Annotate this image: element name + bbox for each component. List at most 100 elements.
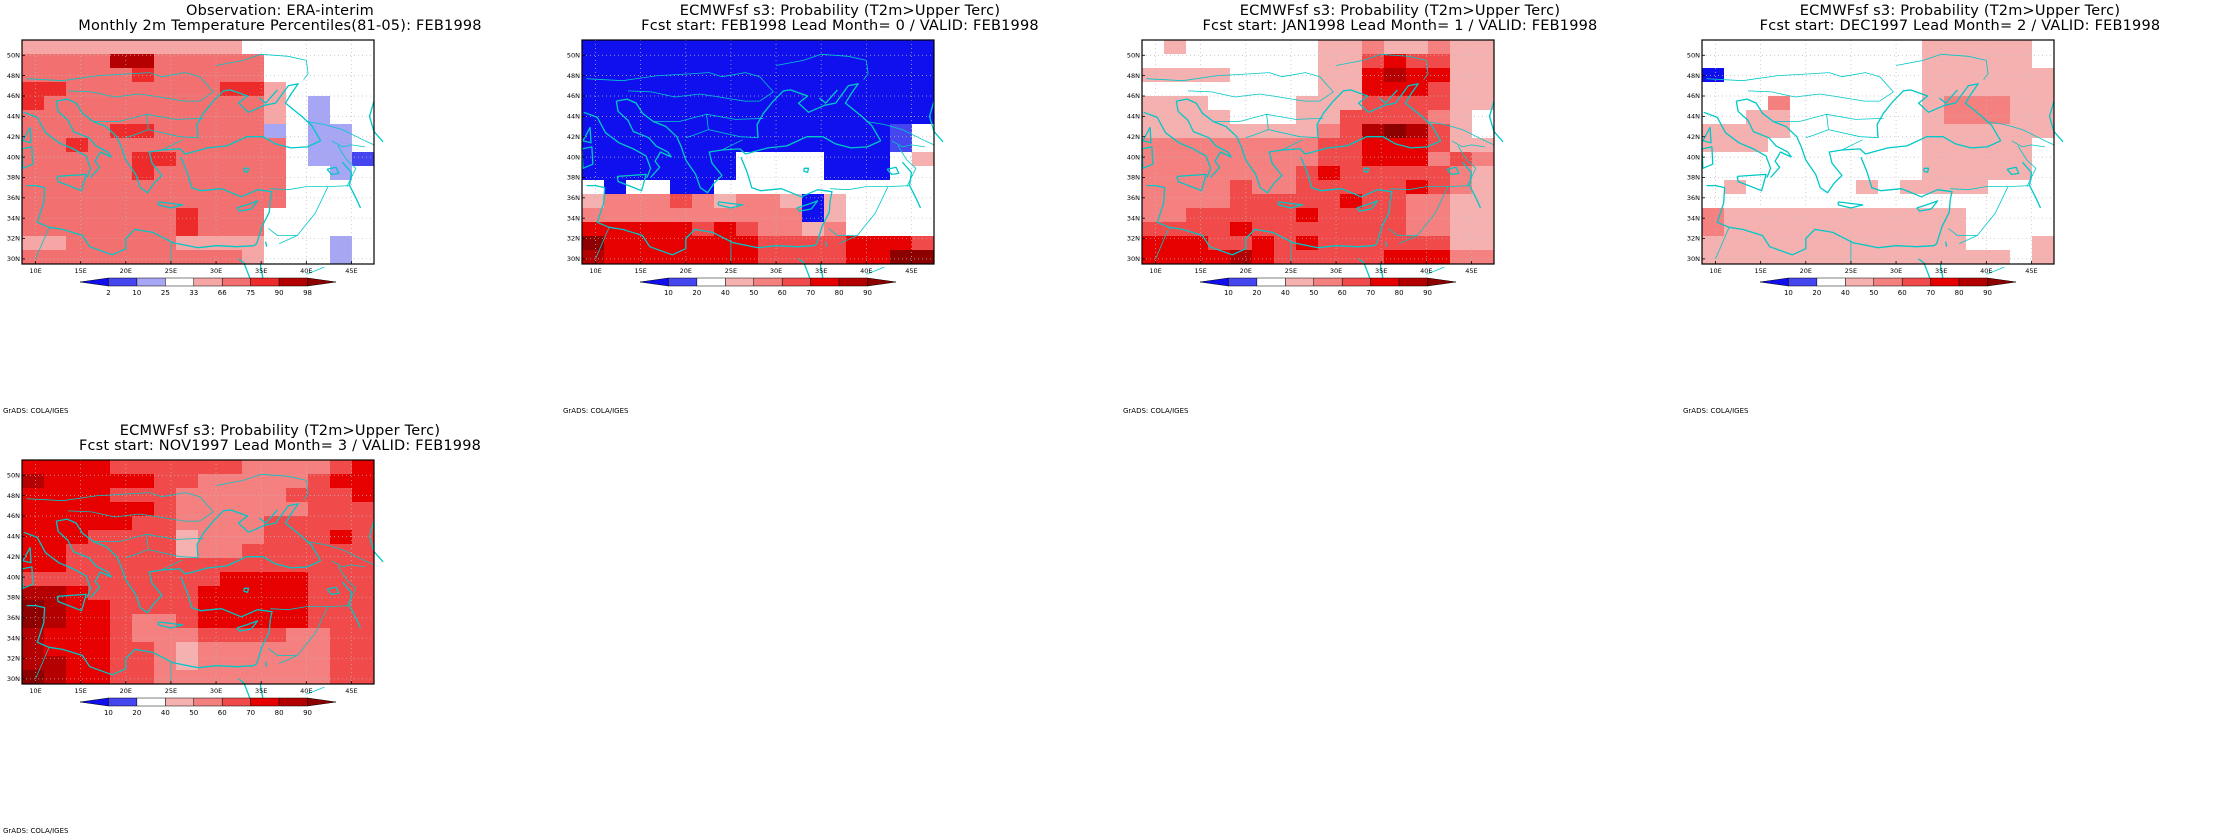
grid-cell — [912, 152, 935, 167]
grid-cell — [22, 236, 45, 251]
country-border — [1829, 72, 1894, 102]
lon-tick-label: 15E — [1754, 267, 1766, 275]
grid-cell — [44, 250, 67, 265]
grid-cell — [1208, 236, 1231, 251]
grid-cell — [110, 110, 133, 125]
grid-cell — [2010, 166, 2033, 181]
grid-cell — [66, 68, 89, 83]
grid-cell — [1768, 138, 1791, 153]
grid-cell — [1208, 54, 1231, 69]
coastline — [616, 98, 687, 161]
grid-cell — [1944, 166, 1967, 181]
coastline — [90, 571, 112, 598]
lon-tick-label: 15E — [1194, 267, 1206, 275]
grid-cell — [692, 82, 715, 97]
coastline — [157, 201, 184, 209]
grid-cell — [220, 614, 243, 629]
grid-cell — [1274, 68, 1297, 83]
grid-cell — [1208, 166, 1231, 181]
grid-cell — [1142, 236, 1165, 251]
grid-cell — [1362, 250, 1385, 265]
grid-cell — [890, 180, 913, 195]
grid-cell — [1230, 110, 1253, 125]
grid-cell — [220, 544, 243, 559]
country-border — [161, 139, 183, 151]
country-border — [306, 266, 325, 275]
grid-cell — [1724, 180, 1747, 195]
country-border — [708, 129, 759, 139]
grid-cell — [154, 166, 177, 181]
grid-cell — [330, 96, 353, 111]
grid-cell — [176, 180, 199, 195]
grid-cell — [1472, 194, 1495, 209]
grid-cell — [1900, 194, 1923, 209]
grid-cell — [66, 558, 89, 573]
grid-cell — [198, 614, 221, 629]
colorbar-label: 60 — [218, 709, 227, 717]
grid-cell — [264, 124, 287, 139]
grid-cell — [846, 222, 869, 237]
colorbar-segment — [1199, 277, 1229, 287]
grid-cell — [1702, 68, 1725, 83]
coastlines — [1701, 53, 2064, 280]
grid-cell — [1878, 208, 1901, 223]
grid-cell — [2032, 68, 2055, 83]
grid-cell — [286, 152, 309, 167]
grid-cell — [242, 110, 265, 125]
grid-cell — [912, 54, 935, 69]
grid-cell — [220, 96, 243, 111]
grid-cell — [286, 166, 309, 181]
grid-cell — [66, 474, 89, 489]
grid-cell — [1988, 236, 2011, 251]
country-border — [1828, 129, 1879, 139]
coastline — [1379, 263, 1384, 280]
coastline — [1916, 200, 1939, 212]
grid-cell — [330, 236, 353, 251]
grid-cell — [1318, 68, 1341, 83]
grid-cell — [286, 558, 309, 573]
grid-cell — [1878, 236, 1901, 251]
grid-cell — [264, 54, 287, 69]
grid-cell — [88, 460, 111, 475]
grid-cell — [1296, 110, 1319, 125]
lon-tick-label: 40E — [1420, 267, 1432, 275]
grid-cell — [1768, 82, 1791, 97]
grid-cell — [176, 124, 199, 139]
grid-cell — [1142, 54, 1165, 69]
country-border — [337, 145, 357, 187]
grid-cell — [220, 642, 243, 657]
grid-cell — [1768, 180, 1791, 195]
grid-cell — [352, 670, 375, 685]
grid-cell — [44, 502, 67, 517]
colorbar-segment — [1313, 277, 1343, 287]
grid-cell — [220, 628, 243, 643]
colorbar-label: 40 — [1841, 289, 1850, 297]
grid-cell — [1944, 138, 1967, 153]
grid-cell — [1472, 222, 1495, 237]
grid-cell — [1208, 96, 1231, 111]
grid-cell — [352, 558, 375, 573]
grid-cell — [758, 222, 781, 237]
grid-cell — [670, 110, 693, 125]
grid-cell — [1406, 110, 1429, 125]
grid-cell — [1274, 180, 1297, 195]
grid-cell — [890, 124, 913, 139]
grid-cell — [648, 180, 671, 195]
coastline — [1143, 111, 1212, 178]
grid-cell — [1834, 208, 1857, 223]
country-border — [1266, 113, 1324, 120]
grid-cell — [88, 614, 111, 629]
grid-cell — [264, 586, 287, 601]
panel-subtitle: Fcst start: JAN1998 Lead Month= 1 / VALI… — [1202, 18, 1598, 34]
grid-cell — [1428, 208, 1451, 223]
coastline — [26, 604, 255, 676]
colorbar-label: 10 — [132, 289, 141, 297]
grid-cell — [692, 250, 715, 265]
grid-cell — [1746, 40, 1769, 55]
grid-cell — [824, 138, 847, 153]
colorbar-label: 75 — [246, 289, 255, 297]
coastline — [265, 661, 268, 667]
coastline — [185, 136, 321, 155]
grid-cell — [1988, 194, 2011, 209]
grid-cell — [1746, 250, 1769, 265]
